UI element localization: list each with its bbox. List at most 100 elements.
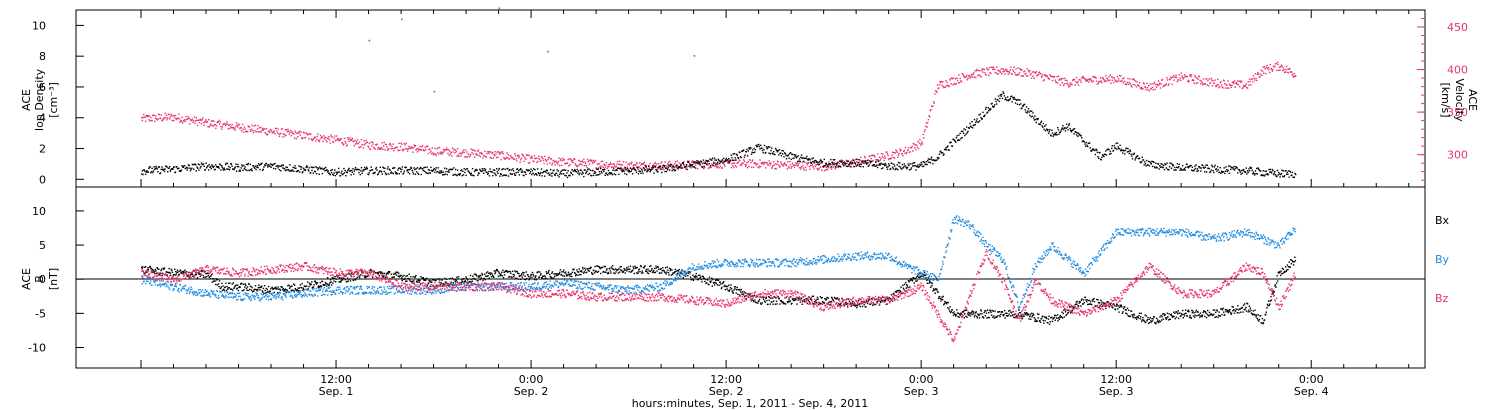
density-series-point bbox=[578, 173, 580, 176]
density-series-point bbox=[492, 169, 495, 171]
series-bx-point bbox=[644, 265, 646, 267]
series-bx-point bbox=[583, 272, 585, 274]
series-bx-point bbox=[559, 271, 561, 273]
velocity-series-point bbox=[429, 151, 432, 154]
series-bx-point bbox=[482, 279, 484, 282]
density-series-point bbox=[402, 173, 404, 175]
velocity-series-point bbox=[978, 74, 980, 76]
density-series-point bbox=[815, 160, 817, 162]
series-bx-point bbox=[435, 284, 438, 287]
density-series-point bbox=[226, 168, 228, 170]
bottom-panel-frame bbox=[75, 186, 1426, 369]
density-series-point bbox=[755, 144, 757, 147]
series-bx-point bbox=[465, 276, 467, 278]
series-bx-point bbox=[792, 299, 795, 302]
density-series-point bbox=[607, 174, 609, 176]
series-bx-point bbox=[680, 271, 682, 273]
velocity-series-point bbox=[1263, 72, 1265, 74]
density-series-point bbox=[219, 164, 222, 166]
velocity-series-point bbox=[522, 155, 524, 157]
velocity-series-point bbox=[795, 164, 798, 166]
series-bx-point bbox=[792, 297, 794, 300]
velocity-series-point bbox=[654, 161, 656, 164]
series-bx-point bbox=[329, 281, 331, 284]
velocity-series-point bbox=[1007, 73, 1009, 75]
velocity-series-point bbox=[733, 162, 736, 164]
velocity-series-point bbox=[940, 81, 943, 83]
series-bx-point bbox=[486, 275, 488, 278]
series-bx-point bbox=[593, 272, 596, 274]
density-series-point bbox=[545, 171, 547, 174]
velocity-series-point bbox=[1138, 81, 1141, 84]
density-series-point bbox=[878, 163, 881, 165]
velocity-series-point bbox=[207, 126, 209, 128]
velocity-series-point bbox=[718, 167, 720, 169]
density-series-point bbox=[1027, 108, 1030, 110]
series-bx-point bbox=[613, 269, 616, 271]
density-series-point bbox=[299, 166, 301, 168]
series-bx-point bbox=[550, 277, 552, 279]
series-bx-point bbox=[614, 268, 617, 270]
density-series-point bbox=[846, 160, 848, 162]
series-bx-point bbox=[335, 278, 337, 280]
velocity-series-point bbox=[210, 120, 212, 122]
velocity-series-point bbox=[953, 77, 955, 79]
density-series-point bbox=[204, 169, 207, 171]
velocity-series-point bbox=[1175, 74, 1177, 76]
velocity-series-point bbox=[1282, 67, 1284, 69]
velocity-series-point bbox=[756, 163, 759, 165]
velocity-series-point bbox=[664, 161, 666, 163]
velocity-series-point bbox=[1245, 83, 1247, 85]
series-bx-point bbox=[218, 280, 221, 282]
series-bx-point bbox=[418, 281, 420, 283]
velocity-series-point bbox=[1162, 85, 1164, 88]
density-series-point bbox=[487, 172, 489, 175]
velocity-series-point bbox=[291, 131, 293, 133]
velocity-series-point bbox=[1195, 82, 1197, 85]
series-bx-point bbox=[388, 272, 390, 274]
series-bx-point bbox=[563, 275, 566, 277]
density-series-point bbox=[407, 171, 409, 173]
density-series-point bbox=[419, 166, 422, 169]
density-series-point bbox=[624, 172, 626, 175]
density-series-point bbox=[835, 162, 837, 165]
density-series-point bbox=[1046, 128, 1048, 130]
series-bx-point bbox=[393, 276, 395, 278]
series-bx-point bbox=[325, 283, 327, 285]
density-series-point bbox=[787, 154, 789, 157]
density-series-point bbox=[837, 161, 839, 163]
velocity-series-point bbox=[321, 136, 324, 139]
velocity-series-point bbox=[1242, 86, 1244, 89]
density-series-point bbox=[661, 171, 663, 174]
series-bx-point bbox=[151, 270, 153, 272]
density-series-point bbox=[990, 108, 992, 110]
series-bx-point bbox=[759, 296, 761, 298]
velocity-series-point bbox=[205, 119, 207, 121]
series-bx-point bbox=[241, 282, 243, 285]
density-series-point bbox=[1195, 164, 1197, 166]
density-series-point bbox=[206, 167, 208, 169]
velocity-series-point bbox=[952, 84, 954, 86]
density-series-point bbox=[674, 169, 677, 171]
density-series-point bbox=[565, 175, 567, 177]
series-bx-point bbox=[612, 268, 614, 270]
velocity-series-point bbox=[515, 158, 517, 160]
density-series-point bbox=[817, 163, 819, 165]
series-bx-point bbox=[723, 281, 725, 283]
density-series-point bbox=[928, 161, 930, 163]
density-series-point bbox=[1000, 95, 1002, 97]
density-series-point bbox=[905, 167, 907, 169]
density-series-point bbox=[1234, 167, 1236, 170]
velocity-series-point bbox=[1192, 80, 1195, 82]
density-series-point bbox=[1247, 171, 1249, 174]
density-series-point bbox=[477, 174, 479, 176]
velocity-series-point bbox=[1226, 87, 1229, 89]
velocity-series-point bbox=[936, 91, 938, 93]
series-bx-point bbox=[316, 282, 319, 284]
density-series-point bbox=[246, 169, 248, 172]
density-series-point bbox=[1262, 170, 1264, 172]
velocity-series-point bbox=[1116, 80, 1118, 83]
velocity-series-point bbox=[934, 93, 936, 95]
series-bx-point bbox=[752, 295, 754, 297]
density-series-point bbox=[629, 171, 631, 173]
